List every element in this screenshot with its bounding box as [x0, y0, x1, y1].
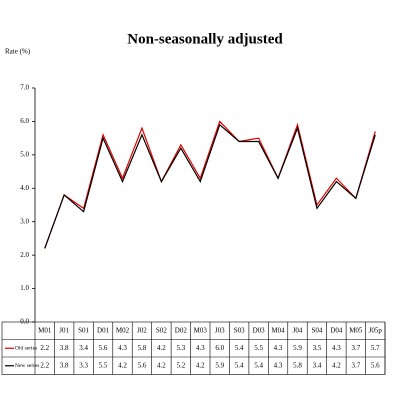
table-value: 5.4 [235, 361, 244, 369]
x-tick-label: M05 [349, 326, 363, 334]
table-value: 5.9 [215, 361, 224, 369]
table-value: 3.8 [60, 344, 69, 352]
table-value: 4.3 [274, 344, 283, 352]
table-value: 3.8 [60, 361, 69, 369]
table-value: 4.3 [196, 344, 205, 352]
table-value: 5.2 [176, 361, 185, 369]
table-value: 5.5 [99, 361, 108, 369]
table-value: 4.3 [332, 344, 341, 352]
table-value: 5.6 [99, 344, 108, 352]
table-value: 3.3 [79, 361, 88, 369]
table-value: 4.3 [118, 344, 127, 352]
table-value: 4.2 [157, 344, 166, 352]
y-tick-label: 0.0 [20, 318, 29, 326]
table-value: 4.3 [274, 361, 283, 369]
table-value: 2.2 [40, 344, 49, 352]
table-value: 5.3 [176, 344, 185, 352]
x-tick-label: M01 [38, 326, 52, 334]
x-tick-label: M04 [271, 326, 285, 334]
x-tick-label: S04 [311, 326, 322, 334]
x-tick-label: J02 [137, 326, 147, 334]
x-tick-label: D02 [175, 326, 188, 334]
y-tick-label: 6.0 [20, 117, 29, 125]
x-tick-label: D01 [97, 326, 110, 334]
y-axis-label: Rate (%) [5, 48, 31, 56]
y-tick-label: 4.0 [20, 184, 29, 192]
x-tick-label: M02 [116, 326, 130, 334]
table-value: 5.8 [293, 361, 302, 369]
table-value: 5.5 [254, 344, 263, 352]
x-tick-label: J05p [369, 326, 383, 334]
x-tick-label: D03 [253, 326, 266, 334]
legend-label: New series [15, 363, 39, 369]
table-value: 5.6 [138, 361, 147, 369]
x-tick-label: D04 [330, 326, 343, 334]
x-tick-label: J04 [293, 326, 303, 334]
table-value: 4.2 [118, 361, 127, 369]
y-tick-label: 3.0 [20, 217, 29, 225]
table-value: 3.4 [313, 361, 322, 369]
x-tick-label: S02 [156, 326, 167, 334]
x-tick-label: J03 [215, 326, 225, 334]
table-value: 3.7 [351, 361, 360, 369]
y-tick-label: 7.0 [20, 84, 29, 92]
legend-label: Old series [15, 346, 37, 352]
x-tick-label: J01 [59, 326, 69, 334]
table-value: 2.2 [40, 361, 49, 369]
table-value: 3.7 [351, 344, 360, 352]
table-value: 4.2 [196, 361, 205, 369]
table-value: 5.4 [254, 361, 263, 369]
table-value: 5.8 [138, 344, 147, 352]
series-line [44, 120, 376, 249]
table-value: 4.2 [332, 361, 341, 369]
y-tick-label: 2.0 [20, 251, 29, 259]
table-value: 5.4 [235, 344, 244, 352]
table-value: 3.4 [79, 344, 88, 352]
y-tick-label: 1.0 [20, 284, 29, 292]
table-value: 5.7 [371, 344, 380, 352]
x-tick-label: M03 [194, 326, 208, 334]
table-value: 5.6 [371, 361, 380, 369]
x-tick-label: S03 [234, 326, 245, 334]
table-value: 4.2 [157, 361, 166, 369]
y-tick-label: 5.0 [20, 150, 29, 158]
x-tick-label: S01 [78, 326, 89, 334]
chart-title: Non-seasonally adjusted [127, 31, 283, 47]
series-line [44, 123, 376, 249]
table-value: 5.9 [293, 344, 302, 352]
table-value: 6.0 [215, 344, 224, 352]
table-value: 3.5 [313, 344, 322, 352]
